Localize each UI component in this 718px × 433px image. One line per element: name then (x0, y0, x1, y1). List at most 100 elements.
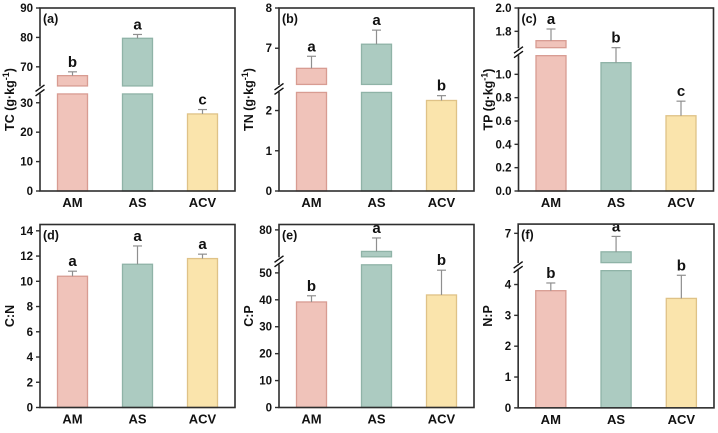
y-axis-ticks: 0 10 20 30 40 50 80 (259, 225, 279, 415)
category-label-ACV: ACV (428, 412, 456, 427)
category-label-AM: AM (62, 195, 82, 210)
sig-letter: b (611, 30, 620, 47)
category-label-ACV: ACV (668, 412, 696, 427)
panel-d: a a a 0 2 4 6 8 10 12 14 (d) C:N AM AS ACV (0, 216, 239, 433)
sig-letter: b (68, 54, 77, 71)
axis-break-slash (35, 84, 45, 93)
sig-letter: a (307, 38, 316, 55)
y-tick-label: 7 (266, 43, 272, 55)
bar-ACV (186, 113, 219, 192)
sig-letter: c (198, 92, 206, 109)
y-tick-label: 2 (266, 106, 272, 118)
bar-AS (360, 250, 393, 258)
axis-break-mask (38, 86, 42, 94)
sig-letter: b (546, 265, 555, 282)
panel-label: (c) (522, 12, 537, 26)
y-tick-label: 40 (259, 295, 272, 307)
panel-label: (a) (43, 12, 58, 26)
y-tick-label: 0.6 (496, 116, 512, 128)
sig-letter: b (437, 78, 446, 95)
y-axis-ticks: 0.0 0.2 0.4 0.6 0.8 1.0 1.8 2.0 (496, 3, 519, 198)
bar-AM (535, 40, 567, 49)
error-bars-group: a b c (546, 11, 686, 116)
x-axis-labels: AM AS ACV (541, 412, 696, 427)
y-axis-title: TC (g·kg-1) (1, 68, 17, 131)
bar-AS (360, 91, 393, 192)
bar-AS (600, 62, 632, 192)
sig-letter: a (133, 228, 142, 245)
panel-f: b a b 0 1 2 3 4 7 (f) N:P AM AS ACV (478, 216, 718, 433)
category-label-ACV: ACV (189, 412, 217, 427)
bar-AM (295, 91, 328, 192)
sig-letter: a (547, 11, 556, 28)
panel-a: b a c 0 10 20 30 70 80 90 (a) TC (g·kg-1) AM AS ACV (0, 0, 239, 216)
bar-ACV (186, 257, 219, 409)
sig-letter: b (307, 278, 316, 295)
axis-break-slash (274, 259, 284, 268)
y-tick-label: 0.8 (496, 93, 513, 105)
y-axis-ticks: 0 1 2 7 8 (266, 3, 279, 198)
bar-AS (360, 43, 393, 86)
category-label-ACV: ACV (667, 195, 695, 210)
y-tick-label: 12 (20, 251, 33, 263)
bar-ACV (425, 99, 458, 192)
category-label-ACV: ACV (189, 195, 217, 210)
category-label-AS: AS (607, 195, 625, 210)
y-axis-ticks: 0 1 2 3 4 7 (505, 228, 519, 415)
plot-box (39, 223, 236, 409)
y-tick-label: 80 (259, 225, 272, 237)
category-label-AM: AM (62, 412, 82, 427)
axis-break-mask (516, 263, 521, 271)
bar-ACV (665, 297, 698, 409)
axis-break-slash (513, 261, 524, 269)
y-tick-label: 0 (266, 186, 272, 198)
category-label-AM: AM (301, 195, 321, 210)
category-label-AM: AM (541, 195, 561, 210)
axis-break-slash (513, 46, 524, 54)
bar-AS (360, 264, 393, 409)
panel-e-chart: b a b 0 10 20 30 40 50 80 (e) C:P AM AS ACV (242, 220, 475, 427)
sig-letter: a (133, 16, 142, 33)
category-label-AM: AM (301, 412, 321, 427)
bar-AM (295, 67, 328, 86)
bars-group (535, 251, 698, 409)
y-tick-label: 4 (27, 352, 34, 364)
category-label-AS: AS (367, 412, 385, 427)
panel-b: a a b 0 1 2 7 8 (b) TN (g·kg-1) AM AS ACV (239, 0, 478, 216)
y-tick-label: 7 (505, 228, 511, 240)
y-tick-label: 10 (20, 276, 33, 288)
y-tick-label: 50 (259, 268, 272, 280)
y-tick-label: 30 (20, 98, 33, 110)
sig-letter: b (437, 252, 446, 269)
bar-AM (535, 290, 567, 409)
x-axis-labels: AM AS ACV (301, 412, 455, 427)
x-axis-labels: AM AS ACV (301, 195, 455, 210)
plot-box (278, 223, 475, 409)
plot-box (517, 7, 715, 192)
y-axis-title: C:N (3, 305, 17, 327)
error-bars-group: b a c (68, 16, 207, 114)
y-axis-ticks: 0 10 20 30 70 80 90 (20, 3, 40, 198)
sig-letter: c (677, 83, 685, 100)
bar-ACV (425, 294, 458, 409)
axis-break-slash (35, 88, 45, 97)
y-tick-label: 90 (20, 3, 33, 15)
plot-box (39, 7, 236, 192)
axis-break-mask (277, 84, 281, 92)
error-bars-group: b a b (546, 218, 686, 299)
panel-c: a b c 0.0 0.2 0.4 0.6 0.8 1.0 1.8 2.0 (c) TP (g·kg-1… (478, 0, 718, 216)
sig-letter: a (372, 220, 381, 237)
x-axis-labels: AM AS ACV (62, 195, 216, 210)
y-axis-title: TN (g·kg-1) (240, 68, 256, 131)
y-tick-label: 0.0 (496, 186, 512, 198)
bar-AM (56, 74, 89, 87)
y-tick-label: 1.8 (496, 26, 513, 38)
y-axis-title: C:P (242, 305, 256, 327)
y-tick-label: 0 (27, 403, 33, 415)
y-axis-title: TP (g·kg-1) (480, 69, 496, 131)
panel-a-chart: b a c 0 10 20 30 70 80 90 (a) TC (g·kg-1) AM AS ACV (1, 3, 236, 210)
sig-letter: b (677, 257, 686, 274)
y-tick-label: 20 (20, 127, 33, 139)
panel-e: b a b 0 10 20 30 40 50 80 (e) C:P AM AS ACV (239, 216, 478, 433)
bars-group (295, 250, 458, 409)
